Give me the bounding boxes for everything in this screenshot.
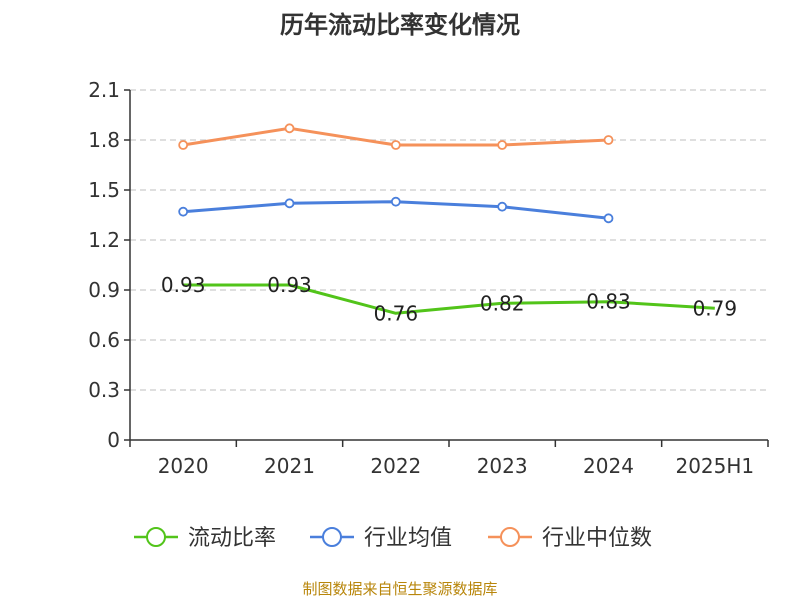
y-tick-label: 0.9 xyxy=(88,278,120,302)
x-tick-label: 2021 xyxy=(264,454,315,478)
grid-lines xyxy=(130,89,768,391)
data-point xyxy=(178,140,189,150)
legend-marker xyxy=(322,527,342,547)
data-point xyxy=(603,213,614,224)
legend-label: 流动比率 xyxy=(188,526,276,551)
series-line xyxy=(183,283,715,315)
data-label: 0.79 xyxy=(693,296,738,320)
data-point xyxy=(284,198,295,209)
y-tick-label: 2.1 xyxy=(88,78,120,102)
chart-title: 历年流动比率变化情况 xyxy=(280,11,520,39)
data-point xyxy=(390,140,401,150)
x-tick-label: 2023 xyxy=(477,454,528,478)
legend-label: 行业均值 xyxy=(364,526,452,551)
legend: 流动比率 行业均值 行业中位数 xyxy=(134,526,652,551)
data-point xyxy=(603,135,614,145)
y-tick-label: 1.5 xyxy=(88,178,120,202)
data-label: 0.82 xyxy=(480,291,525,315)
y-tick-label: 1.2 xyxy=(88,228,120,252)
legend-marker xyxy=(500,527,520,547)
data-point xyxy=(178,206,189,217)
data-labels: 0.93 0.93 0.76 0.82 0.83 0.79 xyxy=(161,273,737,325)
legend-label: 行业中位数 xyxy=(542,526,652,551)
axes: 0 0.3 0.6 0.9 1.2 1.5 1.8 2.1 2020 2021 2022 2023 20… xyxy=(88,78,769,478)
data-label: 0.76 xyxy=(374,301,419,325)
y-tick-label: 1.8 xyxy=(88,128,120,152)
y-tick-label: 0.3 xyxy=(88,378,120,402)
data-point xyxy=(497,140,508,150)
data-label: 0.93 xyxy=(267,273,312,297)
x-tick-label: 2025H1 xyxy=(675,454,754,478)
data-point xyxy=(390,196,401,207)
x-tick-label: 2020 xyxy=(158,454,209,478)
x-tick-label: 2024 xyxy=(583,454,634,478)
data-point xyxy=(497,201,508,212)
data-label: 0.83 xyxy=(586,290,631,314)
x-tick-label: 2022 xyxy=(370,454,421,478)
data-point xyxy=(284,123,295,134)
legend-marker xyxy=(146,527,166,547)
data-label: 0.93 xyxy=(161,273,206,297)
y-tick-label: 0 xyxy=(107,428,120,452)
y-tick-label: 0.6 xyxy=(88,328,120,352)
series xyxy=(178,123,715,315)
source-note: 制图数据来自恒生聚源数据库 xyxy=(302,580,497,598)
